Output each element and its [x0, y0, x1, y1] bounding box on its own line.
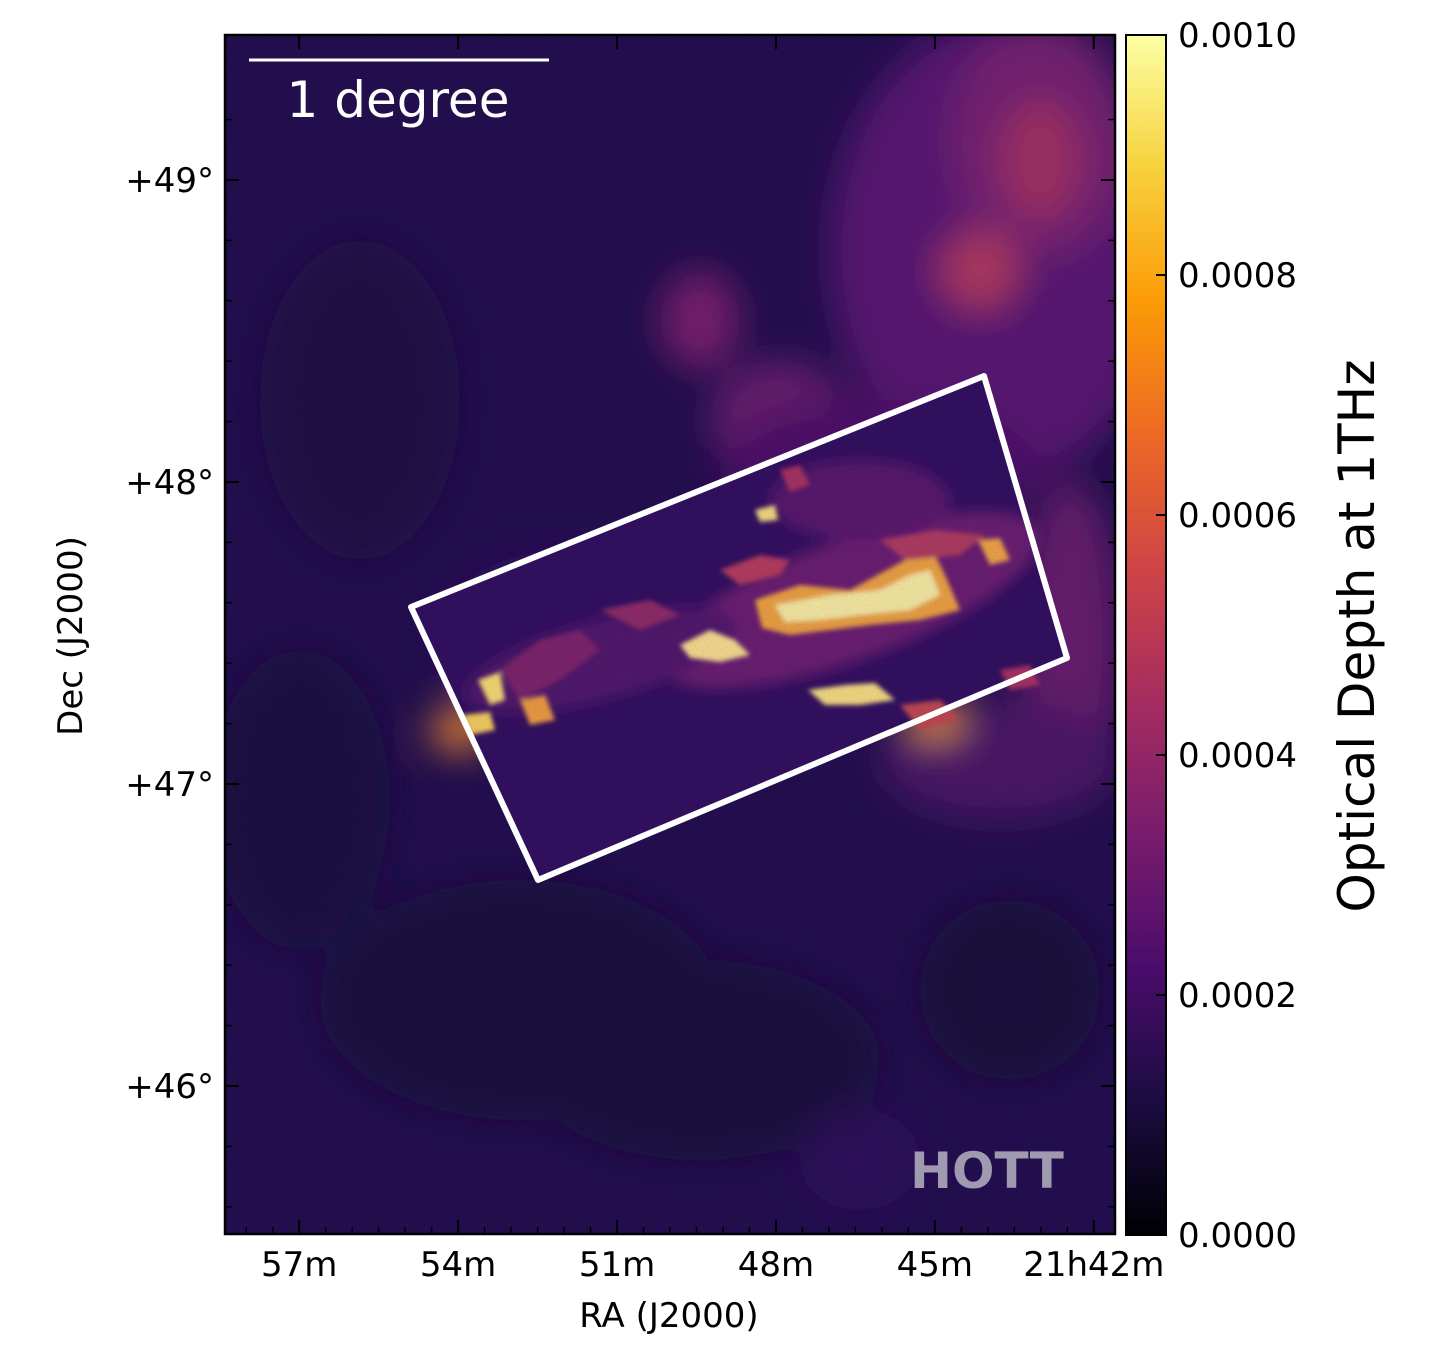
x-axis-label: RA (J2000): [579, 1296, 758, 1336]
colorbar-tick-label: 0.0010: [1178, 16, 1297, 56]
y-tick-label: +46°: [125, 1067, 214, 1107]
x-tick-label: 48m: [738, 1245, 814, 1285]
y-tick-label: +49°: [125, 161, 214, 201]
colorbar-tick-label: 0.0000: [1178, 1216, 1297, 1256]
x-tick-label: 45m: [897, 1245, 973, 1285]
x-tick-label: 51m: [579, 1245, 655, 1285]
colorbar-tick-label: 0.0006: [1178, 496, 1297, 536]
survey-watermark: HOTT: [910, 1142, 1064, 1200]
survey-footprint-outline: [408, 373, 1070, 883]
y-tick-label: +47°: [125, 765, 214, 805]
colorbar-tick-label: 0.0002: [1178, 976, 1297, 1016]
y-axis-label: Dec (J2000): [51, 536, 91, 736]
colorbar-ticks: 0.0000 0.0002 0.0004 0.0006 0.0008 0.0010: [1156, 16, 1297, 1256]
colorbar-tick-label: 0.0008: [1178, 256, 1297, 296]
y-tick-labels: +49° +48° +47° +46°: [125, 161, 214, 1107]
colorbar: [1125, 34, 1167, 1236]
y-tick-label: +48°: [125, 463, 214, 503]
colorbar-label: Optical Depth at 1THz: [1328, 359, 1386, 912]
x-tick-labels: 57m 54m 51m 48m 45m 21h42m: [261, 1245, 1164, 1285]
scale-bar-label: 1 degree: [287, 71, 510, 129]
x-tick-label: 57m: [261, 1245, 337, 1285]
x-tick-label: 54m: [420, 1245, 496, 1285]
axis-ticks: [225, 35, 1115, 1234]
colorbar-tick-label: 0.0004: [1178, 736, 1297, 776]
optical-depth-map-image: [226, 36, 1114, 1233]
x-tick-label: 21h42m: [1023, 1245, 1164, 1285]
